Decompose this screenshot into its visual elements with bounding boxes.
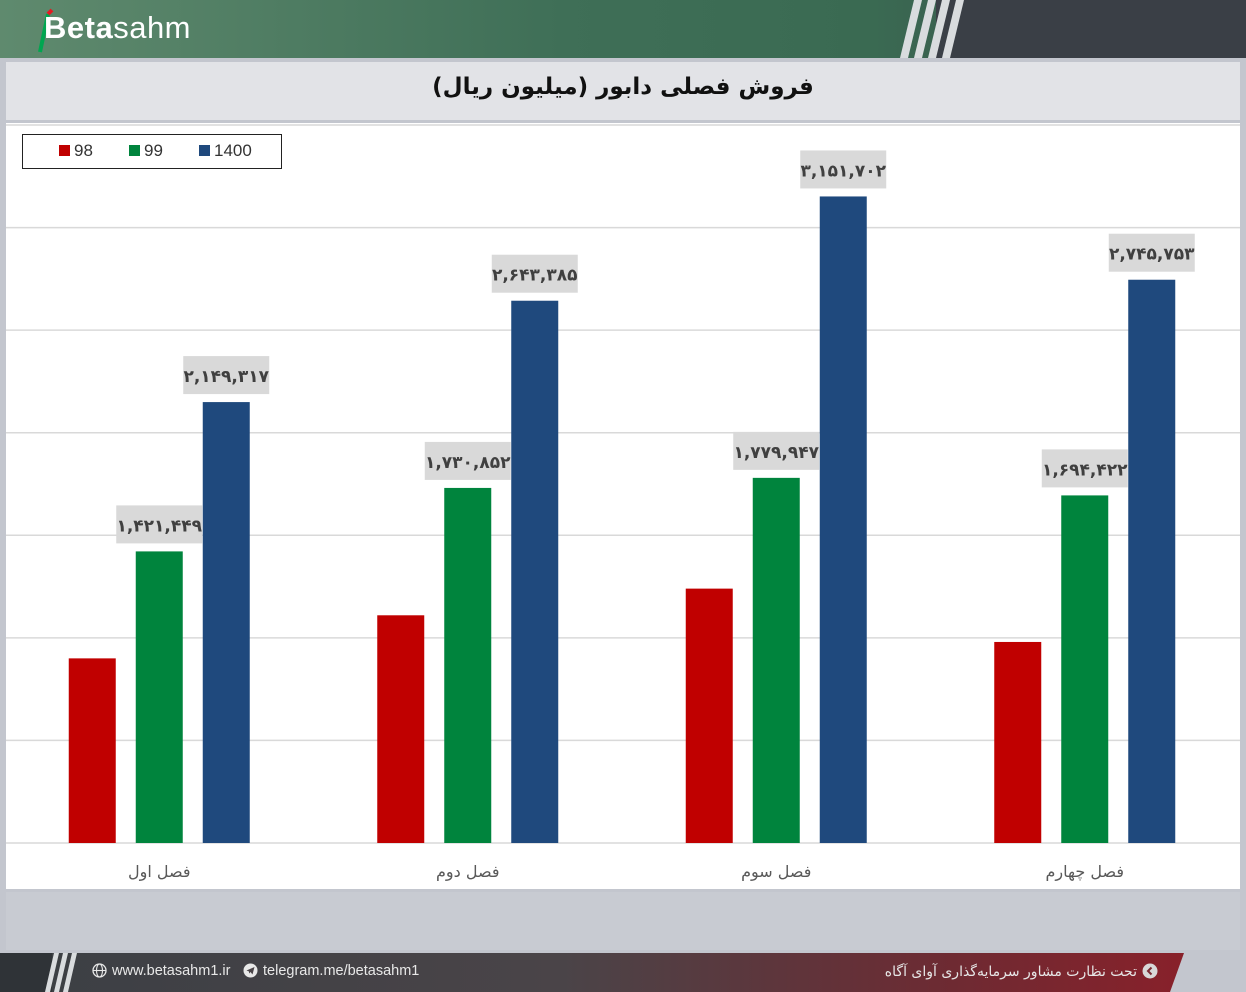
footer-website[interactable]: www.betasahm1.ir [92,963,230,979]
footer-stripes [45,953,77,992]
logo-chart-icon [38,8,54,53]
website-text: www.betasahm1.ir [112,963,231,979]
bar-chart: ۱,۴۲۱,۴۴۹ ۲,۱۴۹,۳۱۷ فصل اول ۱,۷۳۰,۸۵۲ ۲,۶۴۳,… [6,124,1240,882]
legend-label-98: 98 [74,141,93,160]
supervision-text: تحت نظارت مشاور سرمایه‌گذاری آوای آگاه [884,964,1137,980]
legend-label-99: 99 [144,141,163,160]
data-label: ۲,۶۴۳,۳۸۵ [492,266,578,286]
footer-left-block [0,953,52,992]
bottom-spacer [6,892,1240,950]
data-label: ۱,۴۲۱,۴۴۹ [116,516,202,536]
x-tick-label: فصل چهارم [1046,862,1125,882]
legend-swatch-99 [129,145,140,156]
chevron-left-icon [1142,963,1158,979]
telegram-text: telegram.me/betasahm1 [263,963,420,979]
logo-prefix: Beta [44,10,114,45]
data-label-box [733,431,820,470]
header-dark-block [936,0,1246,58]
data-label-box [424,441,511,480]
legend-swatch-98 [59,145,70,156]
data-label: ۳,۱۵۱,۷۰۲ [800,161,886,181]
data-label-box [491,254,578,293]
x-tick-label: فصل اول [128,862,191,882]
legend-item-1400: 1400 [199,141,252,161]
bar-1400-1 [202,402,250,843]
x-tick-label: فصل دوم [436,862,499,882]
legend-swatch-1400 [199,145,210,156]
x-tick-label: فصل سوم [741,862,811,882]
title-band: فروش فصلی دابور (میلیون ریال) [6,62,1240,120]
header-banner: Betasahm [0,0,1246,58]
data-label: ۲,۱۴۹,۳۱۷ [183,367,269,387]
telegram-icon [243,963,258,978]
chart-title: فروش فصلی دابور (میلیون ریال) [432,74,814,100]
footer-telegram[interactable]: telegram.me/betasahm1 [243,963,419,979]
bar-98-1 [68,658,116,843]
data-label-box [116,505,203,544]
footer-supervision: تحت نظارت مشاور سرمایه‌گذاری آوای آگاه [885,963,1158,980]
chart-panel: ۱,۴۲۱,۴۴۹ ۲,۱۴۹,۳۱۷ فصل اول ۱,۷۳۰,۸۵۲ ۲,۶۴۳,… [6,123,1240,889]
footer-bar: www.betasahm1.ir telegram.me/betasahm1 ت… [0,953,1246,992]
legend-item-98: 98 [59,141,93,161]
data-label-box [183,356,270,395]
bar-98-2 [377,615,425,843]
bar-99-2 [444,487,492,843]
data-label-box [1041,449,1128,488]
legend-item-99: 99 [129,141,163,161]
globe-icon [92,963,107,978]
bar-99-1 [135,551,183,843]
bar-1400-3 [819,196,867,844]
bar-1400-4 [1128,279,1176,843]
footer-right-slant [1170,953,1200,992]
brand-logo: Betasahm [44,10,191,46]
data-label: ۱,۷۷۹,۹۴۷ [733,443,819,463]
logo-suffix: sahm [113,10,192,45]
bar-98-3 [685,588,733,843]
legend-label-1400: 1400 [214,141,252,160]
bar-1400-2 [511,300,559,843]
header-stripes [900,0,964,58]
data-label: ۱,۶۹۴,۴۲۲ [1042,460,1128,480]
data-label: ۲,۷۴۵,۷۵۳ [1109,245,1195,265]
data-label: ۱,۷۳۰,۸۵۲ [425,453,511,473]
data-label-box [1108,233,1195,272]
data-label-box [800,150,887,189]
bar-98-4 [994,641,1042,843]
legend: 98 99 1400 [22,134,282,169]
bar-99-4 [1061,495,1109,843]
bar-99-3 [752,477,800,843]
